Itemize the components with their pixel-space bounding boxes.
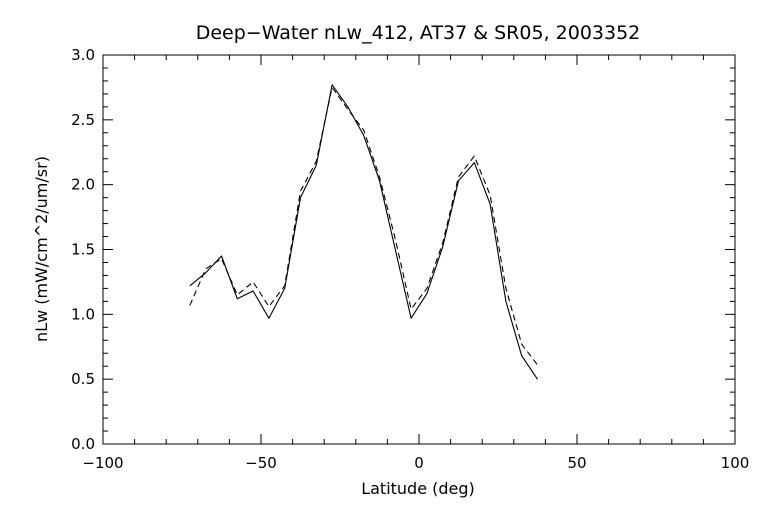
y-axis-label: nLw (mW/cm^2/um/sr) bbox=[32, 156, 51, 342]
y-tick-label: 1.5 bbox=[71, 241, 95, 259]
x-axis-label: Latitude (deg) bbox=[361, 479, 475, 498]
y-tick-label: 0.5 bbox=[71, 370, 95, 388]
x-tick-label: 50 bbox=[567, 454, 586, 472]
series-lines bbox=[189, 84, 538, 380]
chart-title: Deep−Water nLw_412, AT37 & SR05, 2003352 bbox=[196, 22, 641, 44]
y-tick-label: 2.5 bbox=[71, 111, 95, 129]
x-tick-label: 0 bbox=[414, 454, 424, 472]
plot-frame bbox=[102, 54, 736, 445]
y-tick-label: 1.0 bbox=[71, 305, 95, 323]
x-tick-label: −50 bbox=[245, 454, 277, 472]
dashed-series-line bbox=[189, 86, 538, 366]
solid-series-line bbox=[189, 84, 538, 380]
tick-labels: −100 −50 0 50 100 0.0 0.5 1.0 1.5 2.0 2.5 3.0 bbox=[71, 46, 749, 472]
axis-ticks bbox=[102, 54, 736, 445]
x-tick-label: −100 bbox=[82, 454, 123, 472]
x-tick-label: 100 bbox=[721, 454, 750, 472]
y-tick-label: 2.0 bbox=[71, 176, 95, 194]
y-tick-label: 0.0 bbox=[71, 435, 95, 453]
y-tick-label: 3.0 bbox=[71, 46, 95, 64]
